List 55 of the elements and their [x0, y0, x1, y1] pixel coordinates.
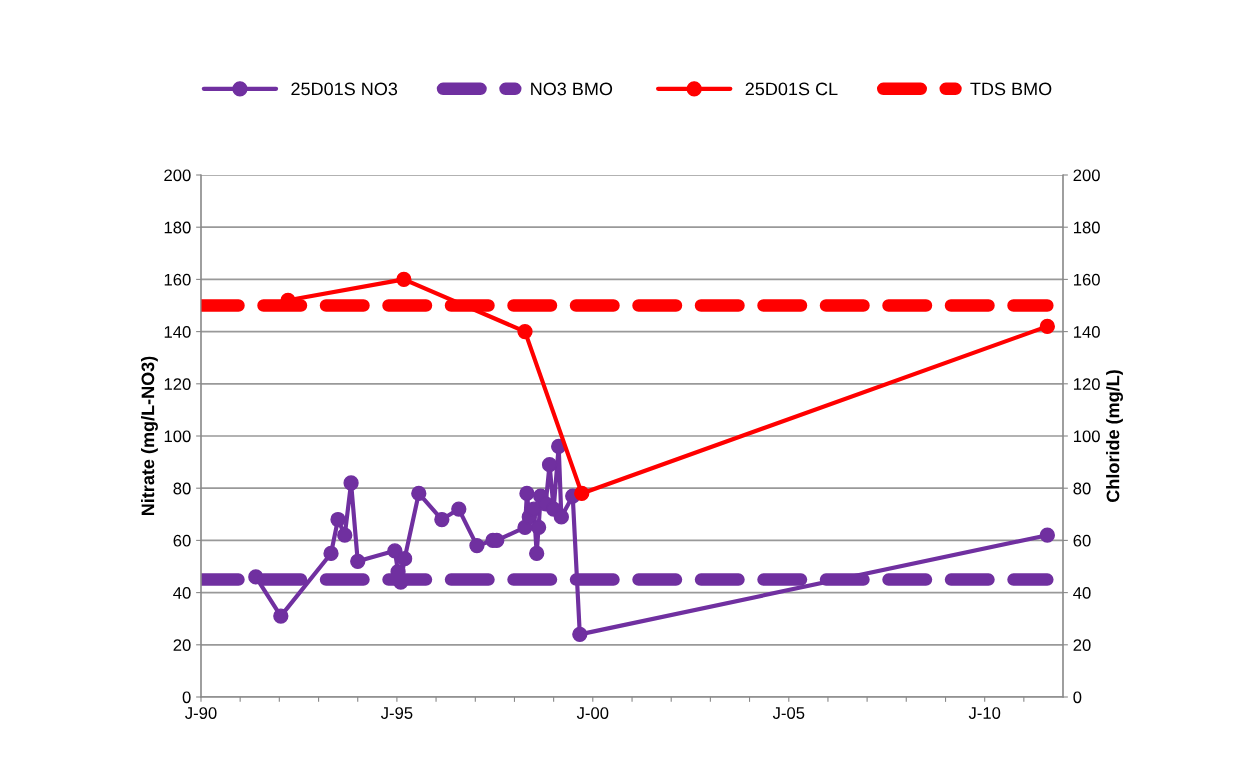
legend-label: NO3 BMO — [531, 82, 613, 96]
point — [337, 527, 353, 543]
point — [553, 509, 569, 525]
point — [541, 457, 558, 473]
y-tick-label: 180 — [164, 221, 191, 234]
point — [519, 485, 535, 502]
point — [396, 271, 412, 288]
y2-axis-title: Chloride (mg/L) — [1106, 370, 1123, 502]
point — [572, 626, 588, 642]
y-tick-label: 0 — [182, 691, 191, 704]
point — [517, 323, 533, 340]
x-tick-label: J-00 — [576, 707, 609, 719]
y2-tick-label: 160 — [1073, 273, 1100, 286]
point — [273, 608, 289, 624]
y2-tick-label: 40 — [1073, 587, 1091, 599]
y2-tick-label: 200 — [1073, 169, 1100, 182]
x-tick-label: J-90 — [185, 707, 217, 719]
legend-label: 25D01S NO3 — [291, 82, 398, 96]
y-tick-label: 60 — [173, 534, 191, 547]
legend-label: 25D01S CL — [745, 82, 838, 96]
y-axis-title: Nitrate (mg/L-NO3) — [141, 356, 158, 516]
point — [1039, 527, 1055, 543]
y2-tick-label: 120 — [1073, 378, 1100, 390]
y2-tick-label: 80 — [1073, 482, 1091, 495]
y-tick-label: 100 — [164, 430, 191, 443]
point — [1039, 318, 1055, 335]
y-tick-label: 40 — [173, 587, 191, 599]
point — [434, 511, 450, 528]
y-tick-label: 200 — [164, 169, 191, 182]
x-tick-label: J-05 — [772, 707, 805, 719]
point — [469, 537, 485, 554]
y-tick-label: 20 — [173, 639, 191, 651]
y2-tick-label: 180 — [1073, 221, 1100, 234]
x-tick-label: J-10 — [968, 707, 1001, 719]
y2-tick-label: 20 — [1073, 639, 1091, 651]
point — [330, 511, 346, 528]
point — [396, 551, 413, 567]
y2-tick-label: 0 — [1073, 691, 1082, 704]
y2-tick-label: 100 — [1073, 430, 1100, 443]
y2-tick-label: 60 — [1073, 534, 1091, 547]
point — [529, 545, 545, 562]
y-tick-label: 120 — [164, 378, 191, 390]
legend-label: TDS BMO — [970, 82, 1052, 96]
point — [530, 519, 547, 535]
point — [451, 501, 467, 517]
y2-tick-label: 140 — [1073, 326, 1100, 338]
point — [323, 545, 339, 562]
y-tick-label: 160 — [164, 273, 191, 286]
point — [411, 485, 427, 502]
y-tick-label: 80 — [173, 482, 191, 495]
point — [350, 553, 366, 569]
point — [574, 485, 590, 502]
y-tick-label: 140 — [164, 326, 191, 338]
point — [343, 475, 359, 491]
x-tick-label: J-95 — [380, 707, 413, 719]
